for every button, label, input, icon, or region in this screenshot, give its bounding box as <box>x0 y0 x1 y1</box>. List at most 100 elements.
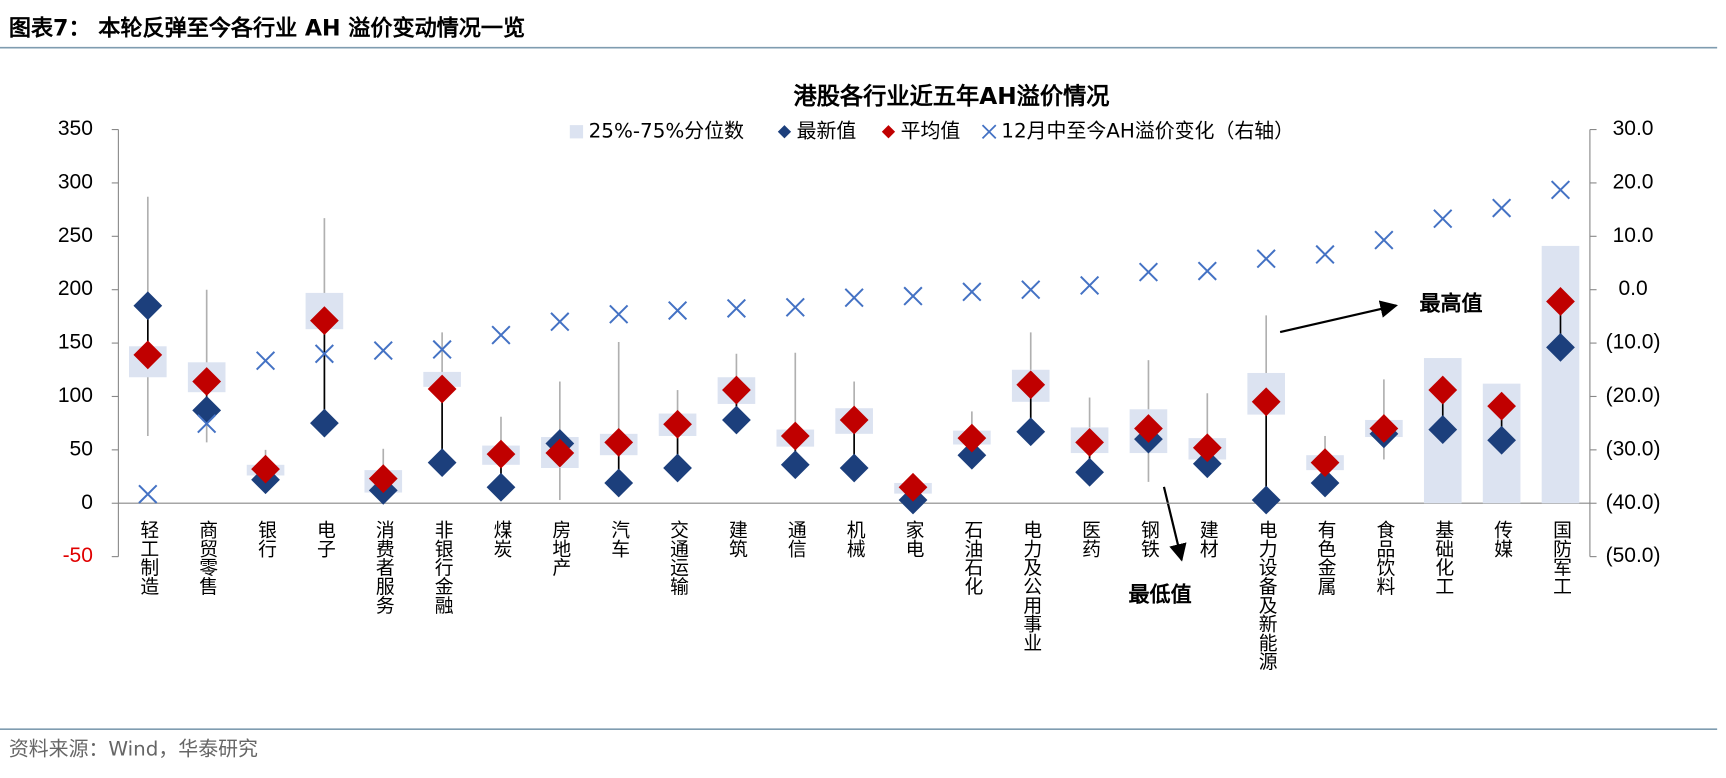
latest-marker <box>486 472 516 502</box>
average-marker <box>1487 391 1517 421</box>
change-marker <box>1256 249 1276 269</box>
change-marker <box>1021 280 1041 300</box>
latest-marker <box>839 453 869 483</box>
change-marker <box>197 414 217 434</box>
change-marker <box>138 484 158 504</box>
change-marker <box>609 304 629 324</box>
y-tick-label: -50 <box>63 544 93 567</box>
average-marker <box>1251 387 1281 417</box>
change-marker <box>726 298 746 318</box>
legend-swatch <box>777 125 792 139</box>
average-marker <box>957 423 987 453</box>
latest-marker <box>780 450 810 480</box>
legend-swatch <box>981 124 997 140</box>
x-tick-label: 有色金属 <box>1315 520 1336 596</box>
legend-label: 25%-75%分位数 <box>589 119 744 142</box>
latest-marker <box>604 468 634 498</box>
x-tick-label: 石油石化 <box>961 520 982 595</box>
source: 资料来源：Wind，华泰研究 <box>9 738 258 761</box>
latest-marker <box>1251 485 1281 515</box>
latest-marker <box>1487 425 1517 455</box>
x-tick-label: 国防军工 <box>1550 520 1571 595</box>
latest-marker <box>1016 417 1046 447</box>
legend-swatch <box>881 125 896 139</box>
change-marker <box>255 351 276 371</box>
x-tick-label: 传媒 <box>1491 520 1512 558</box>
change-marker <box>1138 262 1159 282</box>
latest-marker <box>427 448 457 478</box>
average-marker <box>545 438 575 468</box>
y2-tick-label: (10.0) <box>1606 331 1661 354</box>
iqr-box <box>1541 245 1580 504</box>
change-marker <box>373 341 393 361</box>
change-marker <box>668 300 688 321</box>
x-tick-label: 汽车 <box>608 520 629 558</box>
x-tick-label: 交通运输 <box>667 520 688 596</box>
change-marker <box>314 344 334 364</box>
legend-swatch <box>569 125 584 139</box>
average-marker <box>1546 287 1575 316</box>
x-tick-label: 钢铁 <box>1138 520 1159 558</box>
legend-label: 最新值 <box>797 119 857 142</box>
x-tick-label: 机械 <box>844 520 865 558</box>
y-tick-label: 350 <box>58 117 93 140</box>
annotation: 最低值 <box>1129 581 1192 606</box>
change-marker <box>1315 244 1335 265</box>
x-tick-label: 通信 <box>785 520 806 558</box>
annotation: 最高值 <box>1420 290 1483 315</box>
y2-tick-label: (20.0) <box>1606 384 1661 407</box>
average-marker <box>133 340 163 370</box>
change-marker <box>1197 261 1217 281</box>
x-tick-label: 非银行金融 <box>432 520 453 614</box>
average-marker <box>1428 375 1458 405</box>
x-tick-label: 轻工制造 <box>137 520 158 596</box>
y2-tick-label: (40.0) <box>1606 491 1661 514</box>
x-tick-label: 电力及公用事业 <box>1020 520 1041 652</box>
change-marker <box>785 297 805 317</box>
page-title: 图表7： 本轮反弹至今各行业 AH 溢价变动情况一览 <box>9 15 525 41</box>
change-marker <box>491 325 511 345</box>
y-tick-label: 300 <box>58 170 93 193</box>
change-marker <box>1374 230 1394 250</box>
change-marker <box>1550 180 1571 200</box>
x-tick-label: 电子 <box>314 520 335 558</box>
x-tick-label: 房地产 <box>549 520 570 577</box>
latest-marker <box>192 395 222 425</box>
y2-tick-label: (30.0) <box>1606 437 1661 460</box>
x-tick-label: 食品饮料 <box>1373 520 1394 596</box>
x-tick-label: 电力设备及新能源 <box>1256 520 1277 672</box>
y2-tick-label: 0.0 <box>1618 277 1647 300</box>
annotation-arrow <box>1279 300 1399 334</box>
x-tick-label: 商贸零售 <box>196 520 217 596</box>
y2-tick-label: 20.0 <box>1613 170 1654 193</box>
average-marker <box>1310 448 1340 478</box>
y-tick-label: 200 <box>58 277 93 300</box>
latest-marker <box>1428 415 1458 444</box>
x-tick-label: 煤炭 <box>490 520 511 558</box>
x-tick-label: 医药 <box>1079 520 1100 558</box>
latest-marker <box>1192 449 1222 479</box>
change-marker <box>903 286 923 306</box>
x-tick-label: 基础化工 <box>1432 520 1453 596</box>
x-tick-label: 建材 <box>1197 520 1218 558</box>
y-tick-label: 0 <box>81 491 93 514</box>
y-tick-label: 50 <box>70 437 93 460</box>
change-marker <box>432 339 452 360</box>
annotation-arrow <box>1162 486 1187 562</box>
x-tick-label: 家电 <box>903 520 924 558</box>
latest-marker <box>310 408 339 438</box>
y2-tick-label: 30.0 <box>1613 117 1654 140</box>
y2-tick-label: 10.0 <box>1613 224 1654 247</box>
legend-label: 平均值 <box>901 119 961 142</box>
latest-marker <box>722 405 751 435</box>
latest-marker <box>133 291 163 321</box>
latest-marker <box>1075 457 1104 487</box>
y-tick-label: 100 <box>58 384 93 407</box>
x-tick-label: 银行 <box>255 520 276 558</box>
change-marker <box>1080 275 1100 295</box>
y-tick-label: 150 <box>58 331 93 354</box>
chart-title: 港股各行业近五年AH溢价情况 <box>793 83 1109 110</box>
y2-tick-label: (50.0) <box>1606 544 1661 567</box>
change-marker <box>1433 209 1453 229</box>
